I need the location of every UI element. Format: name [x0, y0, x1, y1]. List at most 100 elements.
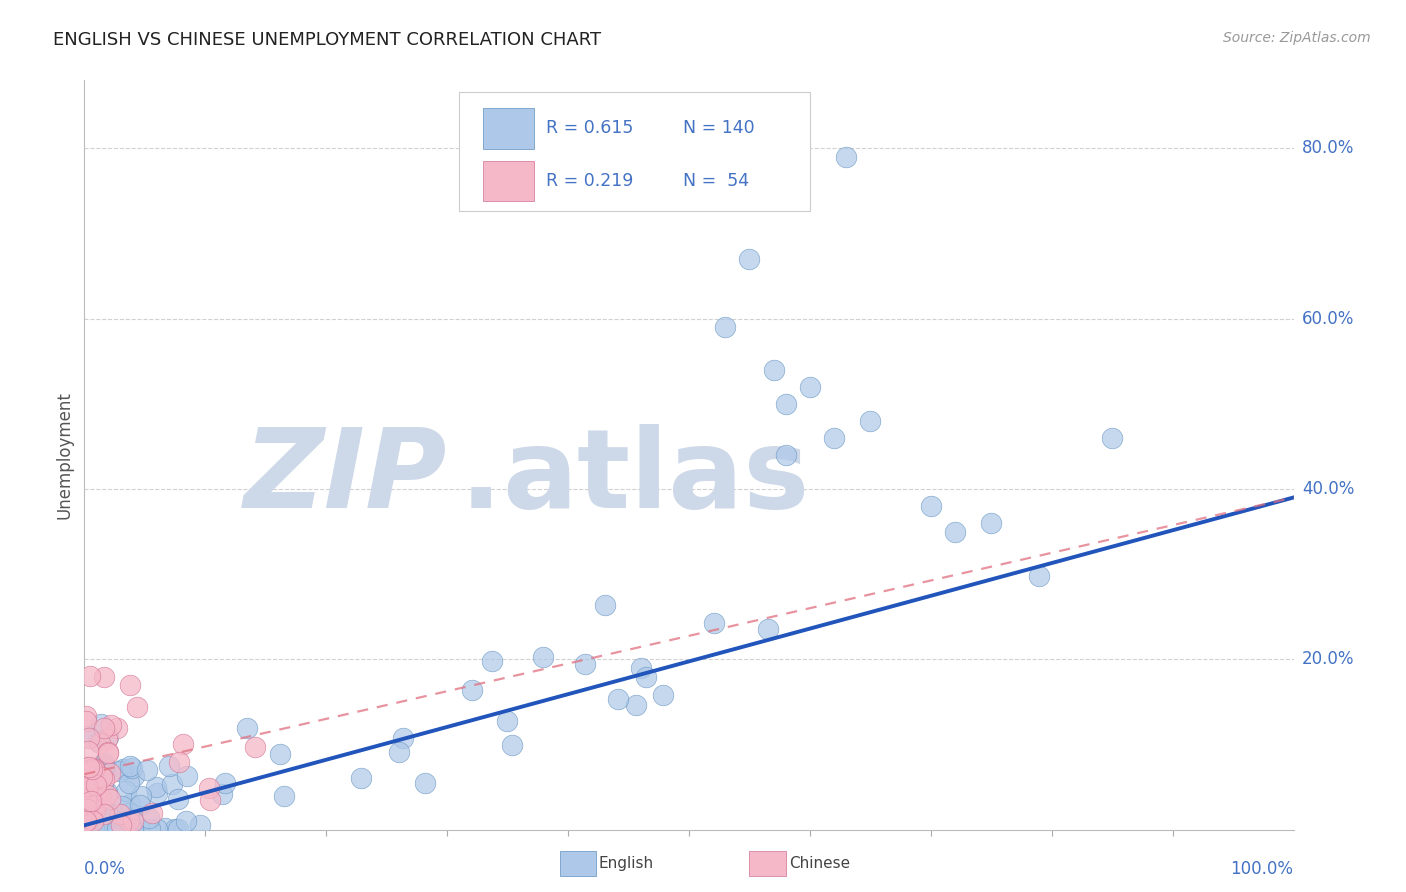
Point: [775, 448, 797, 462]
Point: [90, 770, 112, 784]
Point: [90, 791, 112, 805]
Point: [87, 822, 110, 836]
Point: [176, 769, 198, 783]
Point: [214, 776, 236, 790]
Point: [117, 805, 139, 820]
Point: [94, 822, 117, 836]
Point: [75, 822, 97, 836]
Point: [79, 776, 101, 790]
Point: [111, 762, 134, 776]
Point: [157, 758, 180, 772]
Point: [574, 657, 596, 671]
Point: [1101, 431, 1123, 445]
Point: [75, 814, 97, 828]
Point: [593, 598, 616, 612]
Point: [86, 822, 108, 836]
Point: [122, 822, 145, 836]
Point: [75, 708, 97, 723]
Point: [118, 776, 141, 790]
Point: [145, 780, 167, 794]
Point: [90, 822, 112, 836]
Point: [80, 793, 103, 807]
Point: [91, 822, 114, 836]
Point: [75, 785, 97, 799]
Point: [89, 822, 111, 836]
Point: [75, 761, 97, 775]
Point: [100, 822, 122, 836]
Point: [75, 792, 97, 806]
Point: [80, 762, 103, 776]
Point: [111, 799, 134, 814]
Point: [413, 776, 436, 790]
Point: [125, 699, 148, 714]
Point: [98, 792, 121, 806]
Point: [114, 820, 136, 834]
Point: [86, 734, 108, 748]
Point: [146, 822, 169, 836]
Point: [110, 764, 132, 778]
Point: [501, 739, 523, 753]
Point: [90, 717, 112, 731]
Point: [105, 822, 128, 836]
Point: [98, 821, 121, 835]
Point: [531, 649, 554, 664]
Point: [243, 740, 266, 755]
Text: Source: ZipAtlas.com: Source: ZipAtlas.com: [1223, 31, 1371, 45]
Point: [129, 797, 152, 812]
Point: [823, 431, 845, 445]
Point: [799, 380, 821, 394]
Point: [93, 772, 115, 787]
Point: [859, 414, 882, 428]
Point: [91, 779, 114, 793]
Point: [651, 688, 673, 702]
Point: [122, 768, 145, 782]
Point: [100, 718, 122, 732]
Point: [131, 789, 153, 803]
Point: [141, 806, 163, 821]
Point: [461, 682, 484, 697]
Point: [188, 818, 211, 832]
Text: Chinese: Chinese: [789, 856, 849, 871]
Point: [77, 799, 100, 814]
Point: [93, 756, 115, 770]
Point: [98, 765, 121, 780]
Text: N =  54: N = 54: [683, 172, 749, 190]
Point: [91, 822, 114, 836]
FancyBboxPatch shape: [460, 92, 810, 211]
Point: [606, 691, 628, 706]
Point: [84, 778, 107, 792]
Point: [75, 772, 97, 787]
Point: [93, 722, 115, 736]
Point: [943, 524, 966, 539]
Point: [79, 669, 101, 683]
Point: [90, 813, 112, 827]
Point: [775, 397, 797, 411]
Point: [110, 818, 132, 832]
Point: [107, 822, 129, 836]
Point: [82, 785, 104, 799]
Point: [121, 822, 143, 836]
Point: [89, 736, 111, 750]
Point: [76, 802, 98, 816]
Point: [155, 821, 177, 835]
Point: [75, 804, 97, 818]
Point: [107, 813, 129, 827]
Point: [93, 822, 115, 836]
Point: [77, 805, 100, 819]
Point: [198, 793, 221, 807]
Point: [94, 822, 117, 836]
Point: [107, 822, 129, 836]
Point: [80, 822, 103, 836]
Text: R = 0.615: R = 0.615: [547, 120, 634, 137]
Point: [980, 516, 1002, 530]
Point: [139, 822, 162, 836]
Point: [77, 760, 100, 774]
Point: [111, 822, 134, 836]
Point: [93, 821, 115, 835]
Point: [626, 698, 648, 713]
Point: [87, 791, 110, 805]
Point: [76, 779, 98, 793]
Point: [93, 822, 115, 836]
Point: [93, 670, 115, 684]
Point: [197, 781, 219, 796]
